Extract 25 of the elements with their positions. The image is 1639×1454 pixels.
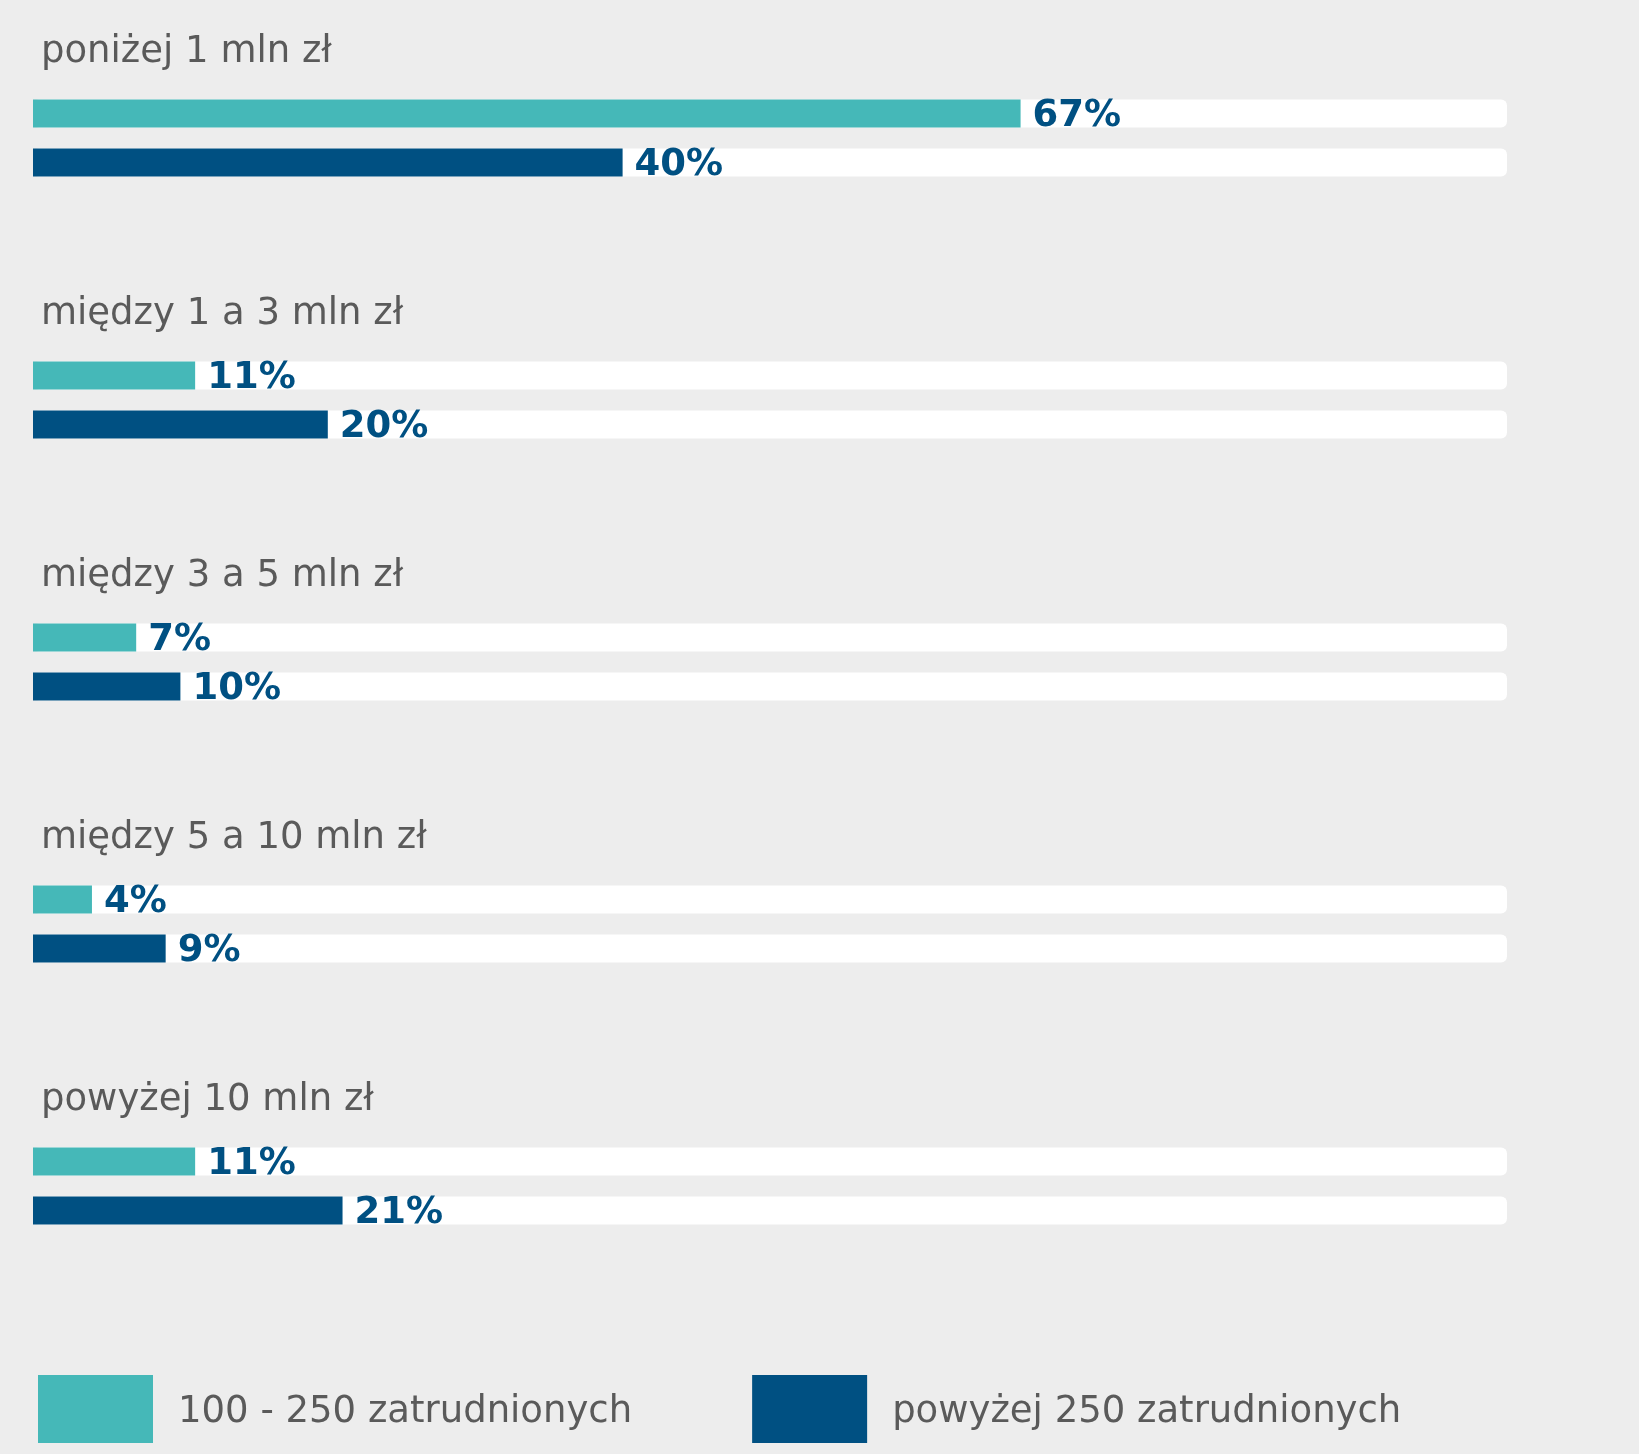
data-label: 20% <box>339 403 429 446</box>
data-label: 21% <box>354 1189 444 1232</box>
y-tick-label: między 3 a 5 mln zł <box>41 552 404 595</box>
data-label: 9% <box>177 927 241 970</box>
bar <box>33 885 92 914</box>
data-label: 4% <box>103 878 167 921</box>
bar <box>33 410 328 439</box>
bar <box>33 672 181 701</box>
legend-label: 100 - 250 zatrudnionych <box>178 1387 633 1431</box>
y-tick-label: między 5 a 10 mln zł <box>41 814 428 857</box>
y-tick-label: między 1 a 3 mln zł <box>41 290 404 333</box>
data-label: 40% <box>634 141 724 184</box>
data-label: 7% <box>148 616 212 659</box>
legend-label: powyżej 250 zatrudnionych <box>892 1387 1402 1431</box>
bar <box>33 623 137 652</box>
data-label: 11% <box>207 354 296 397</box>
y-tick-label: poniżej 1 mln zł <box>41 28 333 71</box>
y-tick-label: powyżej 10 mln zł <box>41 1076 375 1119</box>
bar <box>33 934 166 963</box>
bar <box>33 361 196 390</box>
data-label: 67% <box>1032 92 1122 135</box>
data-label: 10% <box>192 665 281 708</box>
bar <box>33 1196 343 1225</box>
data-label: 11% <box>207 1140 296 1183</box>
bar <box>33 1147 196 1176</box>
